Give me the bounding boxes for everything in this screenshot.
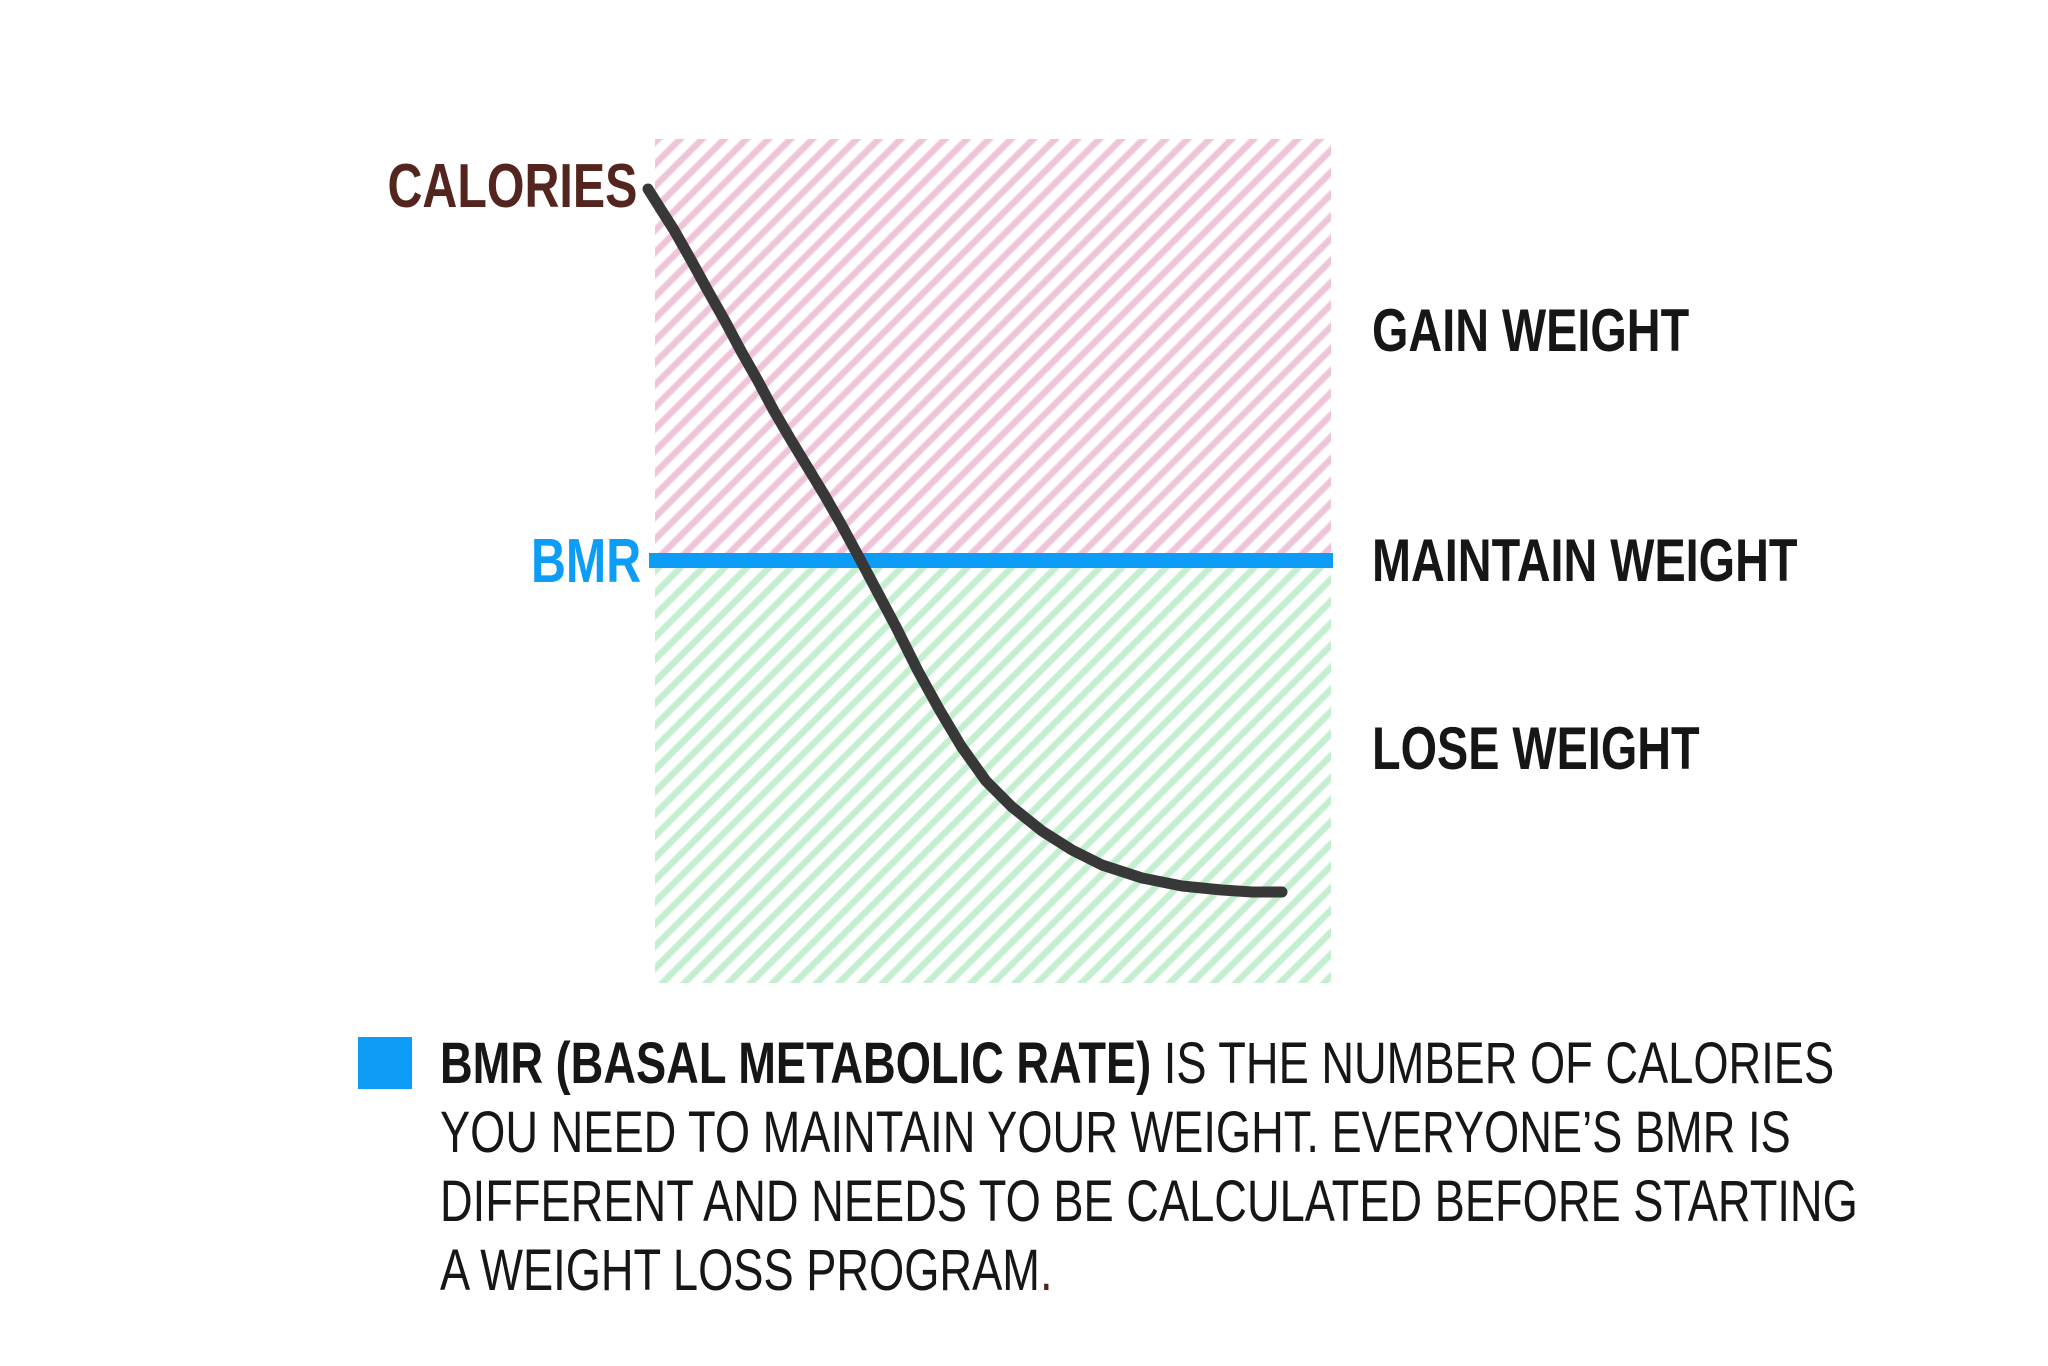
caption-end-period: .	[1039, 1238, 1053, 1303]
lose-weight-label: LOSE WEIGHT	[1372, 715, 1700, 782]
gain-weight-label: GAIN WEIGHT	[1372, 297, 1690, 364]
caption-line-3: DIFFERENT AND NEEDS TO BE CALCULATED BEF…	[440, 1169, 1858, 1234]
caption-line-4: A WEIGHT LOSS PROGRAM.	[440, 1236, 1858, 1305]
bmr-legend-swatch	[358, 1037, 412, 1089]
maintain-weight-label: MAINTAIN WEIGHT	[1372, 527, 1798, 594]
caption-lead-bold: BMR (BASAL METABOLIC RATE)	[440, 1031, 1152, 1096]
bmr-reference-line	[649, 553, 1333, 568]
gain-weight-zone	[655, 139, 1331, 553]
calories-axis-label: CALORIES	[387, 152, 637, 221]
caption-line-4-text: A WEIGHT LOSS PROGRAM	[440, 1238, 1040, 1303]
bmr-label: BMR	[531, 527, 642, 596]
caption-line-1: BMR (BASAL METABOLIC RATE) IS THE NUMBER…	[440, 1029, 1858, 1098]
caption-line-2: YOU NEED TO MAINTAIN YOUR WEIGHT. EVERYO…	[440, 1100, 1791, 1165]
caption-text: BMR (BASAL METABOLIC RATE) IS THE NUMBER…	[440, 1029, 1858, 1305]
lose-weight-zone	[655, 568, 1331, 983]
caption-line-1-rest: IS THE NUMBER OF CALORIES	[1151, 1031, 1835, 1096]
